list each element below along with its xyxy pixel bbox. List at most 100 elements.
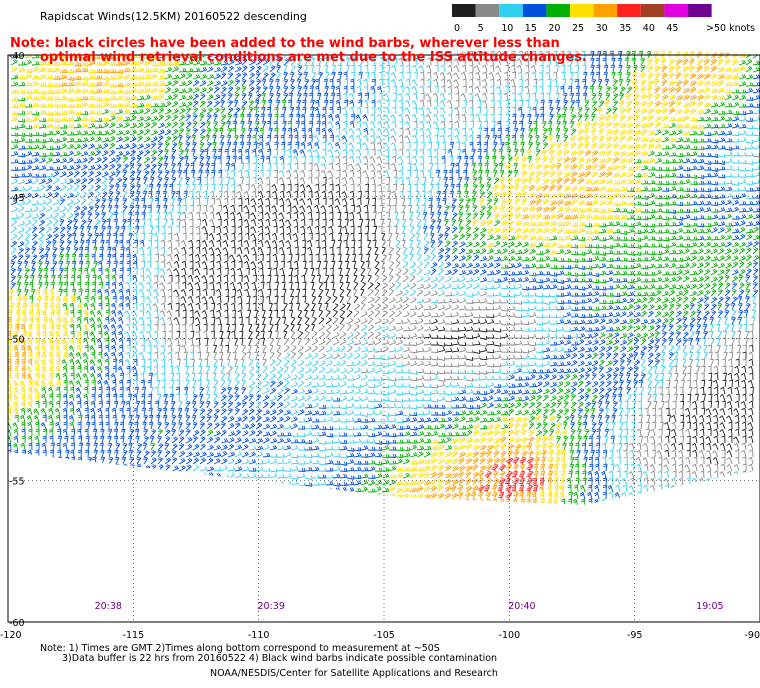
wind-barb [682,144,691,150]
wind-barb [315,169,320,177]
wind-barb [185,100,193,108]
wind-barb [577,113,583,122]
wind-barb [640,142,648,150]
wind-barb [45,146,54,151]
wind-barb [260,106,266,115]
wind-barb [432,114,439,122]
wind-barb [717,110,726,115]
wind-barb [456,141,461,150]
wind-barb [455,92,460,101]
wind-barb [94,88,103,94]
wind-barb [320,155,327,164]
wind-barb [577,128,584,136]
wind-barb [220,60,229,66]
wind-barb [122,54,131,59]
wind-barb [24,95,33,101]
wind-barb [129,136,137,143]
wind-barb [248,86,255,94]
wind-barb [345,57,350,66]
wind-barb [59,171,67,178]
wind-barb [59,95,68,101]
wind-barb [519,134,525,143]
wind-barb [185,127,191,136]
wind-barb [689,146,698,151]
wind-barb [212,134,217,143]
wind-barb [101,156,108,164]
wind-barb [327,149,334,157]
wind-barb [490,99,495,108]
wind-barb [710,102,719,108]
wind-barb [248,106,254,115]
wind-barb [136,129,144,136]
wind-barb [313,135,320,143]
wind-barb [738,74,747,80]
wind-barb [136,135,143,143]
wind-barb [584,99,590,108]
wind-barb [584,121,591,129]
wind-barb [164,80,172,87]
wind-barb [654,108,662,115]
wind-barb [115,169,121,178]
wind-barb [385,162,390,171]
wind-barb [505,127,510,136]
wind-barb [493,162,499,171]
wind-barb [52,61,61,66]
wind-barb [654,129,662,136]
wind-barb [596,64,601,73]
wind-barb [563,99,568,108]
wind-barb [626,71,631,80]
wind-barb [605,149,612,157]
wind-barb [136,115,145,122]
wind-barb [293,169,299,178]
wind-barb [10,66,18,73]
wind-barb [476,78,481,87]
wind-barb [315,85,320,94]
wind-barb [45,89,54,95]
wind-barb [172,61,180,66]
wind-barb [633,129,641,136]
wind-barb [406,141,411,150]
wind-barb [38,110,47,115]
wind-barb [177,134,183,143]
wind-barb [59,82,68,87]
wind-barb [101,76,110,82]
wind-barb [253,106,258,115]
wind-barb [213,107,220,115]
wind-barb [52,138,61,143]
wind-barb [591,107,598,115]
wind-barb [171,148,177,157]
wind-barb [654,137,663,143]
wind-barb [316,64,321,73]
wind-barb [569,106,575,115]
wind-barb [745,124,754,129]
wind-barb [204,148,209,157]
wind-barb [24,150,33,157]
wind-barb [612,106,618,115]
wind-barb [66,157,74,164]
wind-barb [238,148,243,157]
wind-barb [490,85,495,94]
wind-barb [434,134,439,143]
wind-barb [447,64,453,73]
wind-barb [619,86,626,94]
wind-barb [10,81,19,87]
wind-barb [520,141,525,150]
wind-barb [433,57,439,66]
legend-swatch [640,4,665,17]
wind-barb [462,134,467,143]
wind-barb [185,79,193,87]
wind-barb [101,108,110,115]
wind-barb [239,113,245,122]
wind-barb [248,79,255,87]
wind-barb [164,108,172,115]
wind-barb [230,169,236,178]
wind-barb [717,160,726,165]
wind-barb [307,127,313,136]
wind-barb [432,92,439,101]
wind-barb [269,57,275,66]
wind-barb [220,86,227,94]
wind-barb [390,128,397,136]
wind-barb [426,169,432,178]
wind-barb [286,162,292,171]
wind-barb [178,121,185,129]
